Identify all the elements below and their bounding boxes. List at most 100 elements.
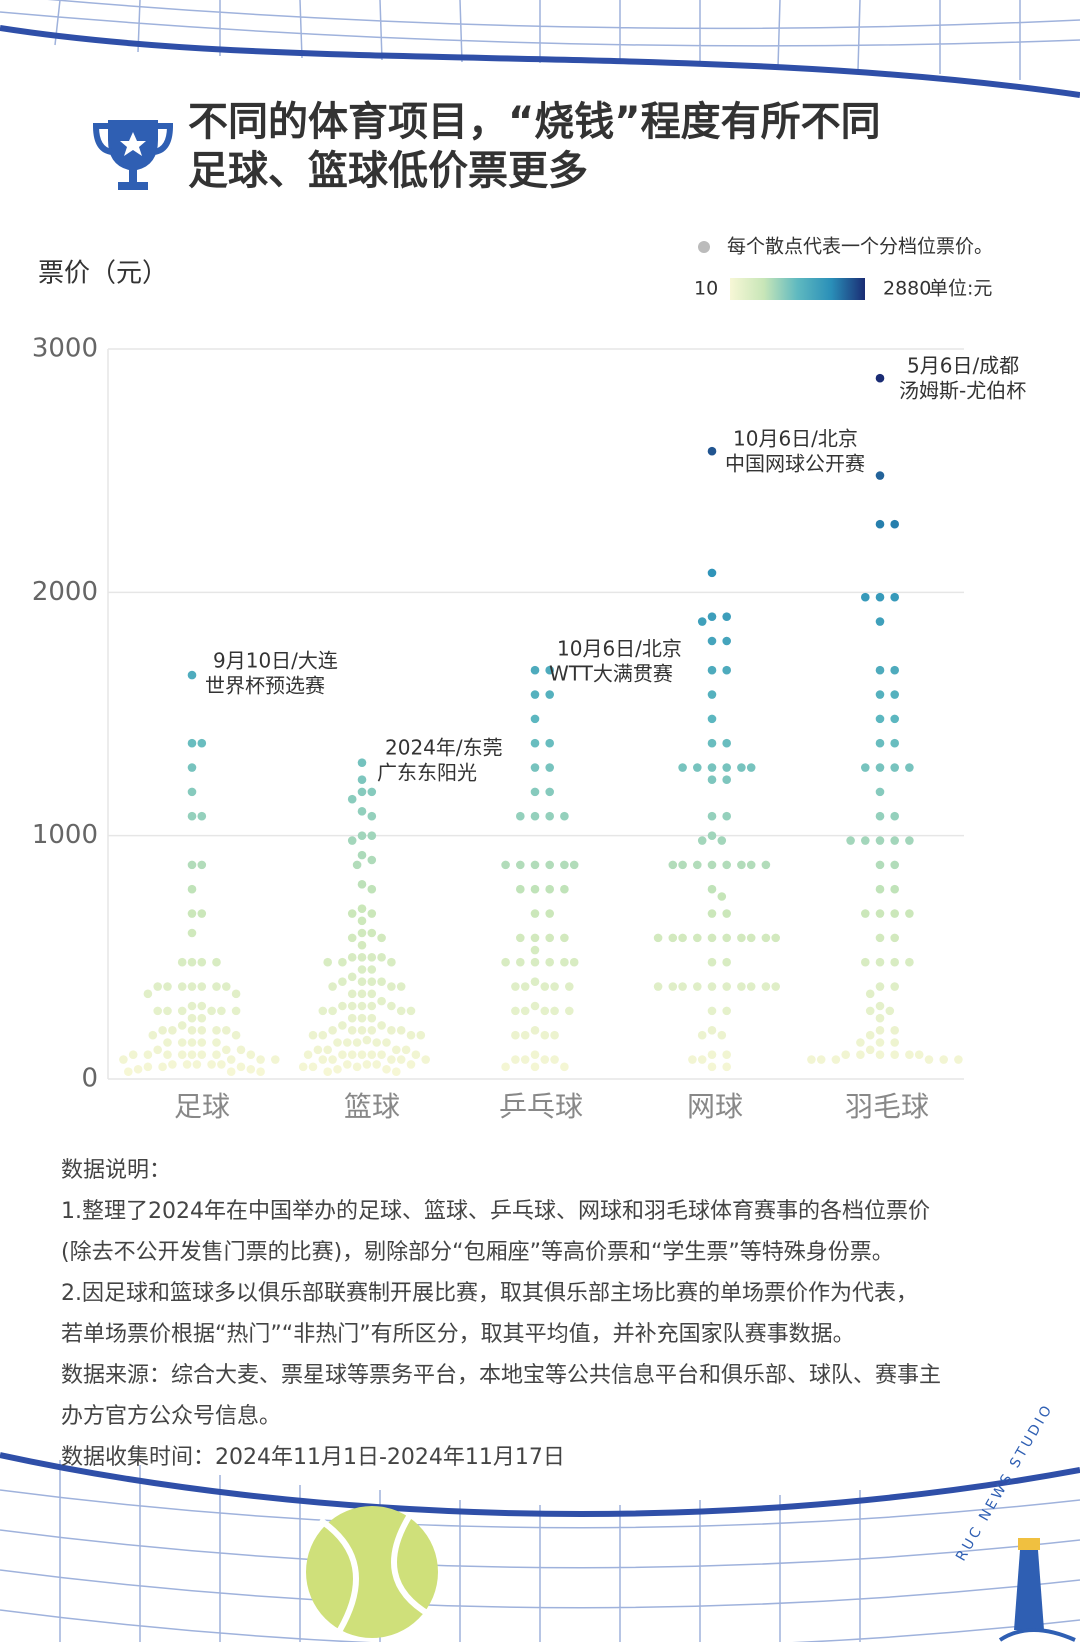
dot bbox=[707, 884, 717, 894]
dot bbox=[347, 1013, 357, 1023]
colorbar-max: 2880 bbox=[883, 278, 931, 300]
dot bbox=[313, 1045, 323, 1055]
dot bbox=[352, 860, 362, 870]
dot bbox=[352, 1038, 362, 1047]
dot bbox=[222, 982, 231, 991]
dot bbox=[357, 787, 367, 797]
dot bbox=[856, 1050, 865, 1059]
dot bbox=[693, 860, 702, 870]
note-line: (除去不公开发售门票的比赛)，剔除部分“包厢座”等高价票和“学生票”等特殊身份票… bbox=[61, 1240, 894, 1265]
dot bbox=[357, 977, 367, 986]
dot bbox=[540, 982, 550, 991]
dot bbox=[861, 909, 870, 918]
dot bbox=[520, 1006, 530, 1016]
dot bbox=[367, 855, 377, 865]
dot bbox=[256, 1055, 265, 1064]
dot bbox=[357, 1013, 367, 1023]
dot bbox=[875, 665, 885, 675]
dot bbox=[722, 612, 731, 621]
dot bbox=[192, 1060, 202, 1069]
dot bbox=[187, 884, 197, 894]
dot bbox=[875, 617, 885, 626]
dot bbox=[530, 957, 540, 967]
dot bbox=[357, 928, 367, 938]
dot bbox=[177, 1038, 187, 1047]
dot bbox=[530, 811, 540, 821]
dot bbox=[924, 1055, 934, 1064]
dot bbox=[333, 1064, 342, 1074]
dot bbox=[516, 860, 525, 870]
dot bbox=[182, 1060, 192, 1069]
dot bbox=[693, 763, 702, 772]
dot bbox=[406, 1006, 416, 1016]
legend-marker bbox=[698, 241, 710, 253]
dot bbox=[530, 1001, 540, 1011]
dot bbox=[256, 1067, 265, 1076]
dot bbox=[328, 1026, 337, 1035]
y-tick-label: 1000 bbox=[32, 820, 98, 850]
dot bbox=[231, 1006, 241, 1016]
dot bbox=[411, 1050, 421, 1059]
dot bbox=[187, 1001, 197, 1011]
dot bbox=[197, 738, 207, 748]
dot bbox=[722, 738, 731, 748]
dot bbox=[560, 933, 569, 943]
dot bbox=[875, 933, 885, 943]
dot bbox=[163, 1006, 172, 1016]
dot bbox=[697, 836, 707, 845]
dot bbox=[890, 909, 899, 918]
dot bbox=[347, 1050, 357, 1059]
dot bbox=[197, 1038, 207, 1047]
top-net bbox=[0, 0, 1080, 98]
dot bbox=[372, 1060, 382, 1069]
dot bbox=[207, 1006, 216, 1016]
dot bbox=[323, 957, 333, 967]
annotation: 9月10日/大连 bbox=[213, 649, 338, 673]
dot bbox=[707, 1062, 717, 1072]
dot bbox=[545, 860, 554, 870]
note-line: 数据说明： bbox=[61, 1158, 171, 1183]
dot bbox=[197, 1001, 207, 1011]
dot bbox=[387, 957, 396, 967]
dot bbox=[707, 933, 717, 943]
dot bbox=[560, 884, 569, 894]
dot bbox=[545, 884, 554, 894]
dot bbox=[357, 1026, 367, 1035]
dot bbox=[133, 1064, 143, 1074]
dot bbox=[722, 860, 731, 870]
dot bbox=[890, 665, 899, 675]
dot bbox=[207, 1060, 216, 1069]
dot bbox=[197, 909, 207, 918]
dot bbox=[885, 1006, 895, 1016]
dot bbox=[362, 1060, 372, 1069]
dot bbox=[722, 763, 731, 772]
dot bbox=[246, 1050, 256, 1059]
note-line: 若单场票价根据“热门”“非热门”有所区分，取其平均值，并补充国家队赛事数据。 bbox=[61, 1322, 855, 1347]
dot bbox=[367, 909, 377, 918]
dot bbox=[197, 982, 207, 991]
dot bbox=[707, 568, 717, 578]
dot bbox=[722, 665, 731, 675]
dot bbox=[530, 665, 540, 675]
dot bbox=[163, 1038, 172, 1047]
dot bbox=[890, 714, 899, 724]
dot bbox=[761, 933, 771, 943]
dot bbox=[357, 965, 367, 974]
dot bbox=[856, 1038, 865, 1047]
dot bbox=[357, 775, 367, 784]
dot bbox=[217, 1060, 226, 1069]
dot bbox=[177, 1021, 187, 1030]
annotation: 10月6日/北京 bbox=[733, 427, 858, 451]
dot bbox=[816, 1055, 826, 1064]
dot bbox=[545, 957, 554, 967]
dot bbox=[520, 982, 530, 991]
trophy-icon bbox=[92, 120, 174, 190]
dot bbox=[890, 592, 899, 602]
dot bbox=[357, 989, 367, 999]
dot bbox=[865, 1006, 875, 1016]
dot bbox=[707, 665, 717, 675]
dot bbox=[560, 860, 569, 870]
dot bbox=[717, 1030, 727, 1040]
dot bbox=[377, 996, 386, 1006]
legend-note: 每个散点代表一个分档位票价。 bbox=[727, 236, 993, 258]
